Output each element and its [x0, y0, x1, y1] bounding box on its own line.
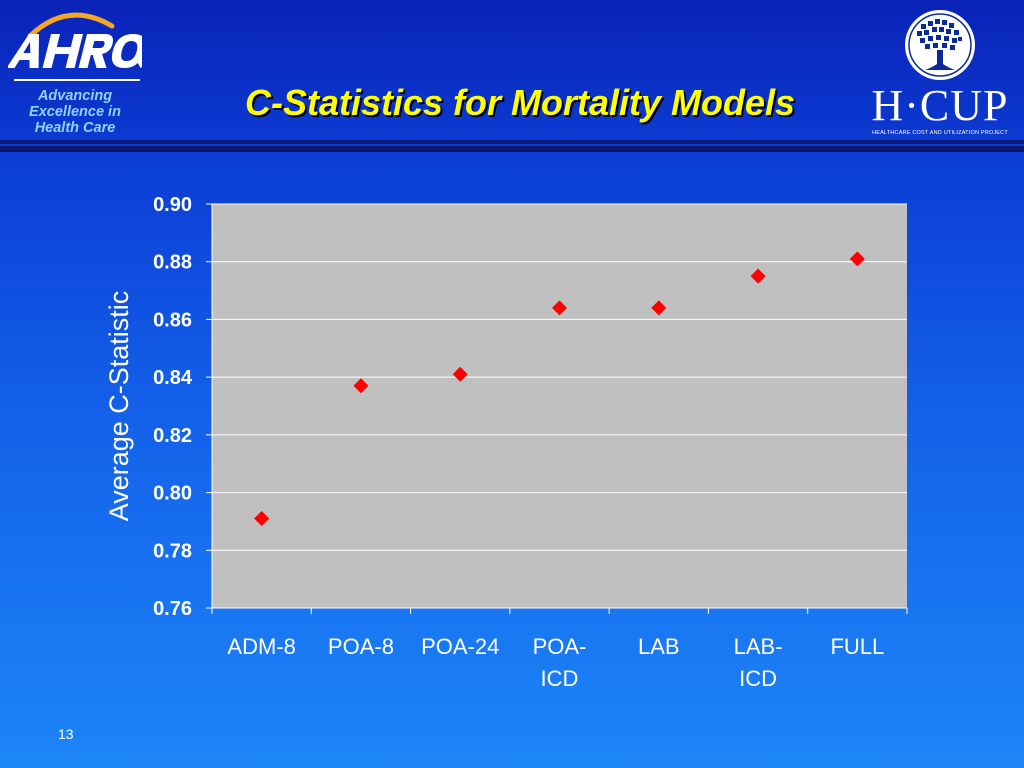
- x-tick-label-line: POA-: [533, 634, 587, 659]
- header-rule-top: [0, 140, 1024, 144]
- x-tick-label: LAB: [638, 634, 680, 659]
- ahrq-tagline-line-1: Advancing: [37, 88, 113, 104]
- hcup-logo: H·CUP HEALTHCARE COST AND UTILIZATION PR…: [864, 6, 1016, 138]
- data-point: [254, 511, 270, 527]
- x-tick-label-line: ICD: [541, 666, 579, 691]
- hcup-tree-icon: [905, 10, 975, 80]
- x-tick-label-line: FULL: [830, 634, 884, 659]
- x-tick-label: POA-24: [421, 634, 499, 659]
- y-tick-label: 0.84: [153, 367, 193, 389]
- ahrq-tagline-line-3: Health Care: [34, 120, 116, 136]
- hcup-wordmark: H·CUP: [871, 81, 1009, 130]
- y-tick-label: 0.80: [153, 483, 192, 505]
- slide-title: C-Statistics for Mortality Models: [244, 82, 796, 123]
- plot-area: [212, 204, 907, 608]
- y-tick-label: 0.78: [153, 540, 192, 562]
- data-point: [353, 378, 369, 394]
- x-tick-label-line: ADM-8: [227, 634, 295, 659]
- x-tick-label: ADM-8: [227, 634, 295, 659]
- ahrq-logo-mark: [8, 12, 142, 68]
- header-rule-bottom: [0, 146, 1024, 152]
- data-point: [651, 300, 667, 316]
- y-axis-label: Average C-Statistic: [104, 291, 134, 522]
- hcup-subtitle: HEALTHCARE COST AND UTILIZATION PROJECT: [872, 130, 1008, 136]
- ahrq-swoosh-icon: [27, 12, 115, 39]
- x-tick-label-line: LAB: [638, 634, 680, 659]
- x-tick-label-line: POA-24: [421, 634, 499, 659]
- x-tick-label-line: LAB-: [734, 634, 783, 659]
- x-tick-label: POA-8: [328, 634, 394, 659]
- x-tick-label: FULL: [830, 634, 884, 659]
- y-tick-label: 0.76: [153, 598, 192, 620]
- data-point: [849, 251, 865, 267]
- data-point: [552, 300, 567, 316]
- page-number: 13: [58, 726, 74, 742]
- x-tick-label: POA- ICD: [533, 634, 587, 691]
- x-tick-label-line: POA-8: [328, 634, 394, 659]
- ahrq-tagline-line-2: Excellence in: [29, 104, 121, 120]
- ahrq-tagline: Advancing Excellence in Health Care: [8, 88, 142, 136]
- y-tick-label: 0.88: [153, 252, 192, 274]
- y-tick-label: 0.86: [153, 309, 192, 331]
- data-point: [750, 268, 766, 284]
- data-point: [452, 366, 468, 382]
- x-tick-label-line: ICD: [739, 666, 777, 691]
- y-tick-label: 0.82: [153, 425, 192, 447]
- y-tick-label: 0.90: [153, 194, 192, 216]
- ahrq-divider: [14, 79, 140, 81]
- ahrq-logo: Advancing Excellence in Health Care: [8, 6, 142, 138]
- x-tick-label: LAB- ICD: [734, 634, 783, 691]
